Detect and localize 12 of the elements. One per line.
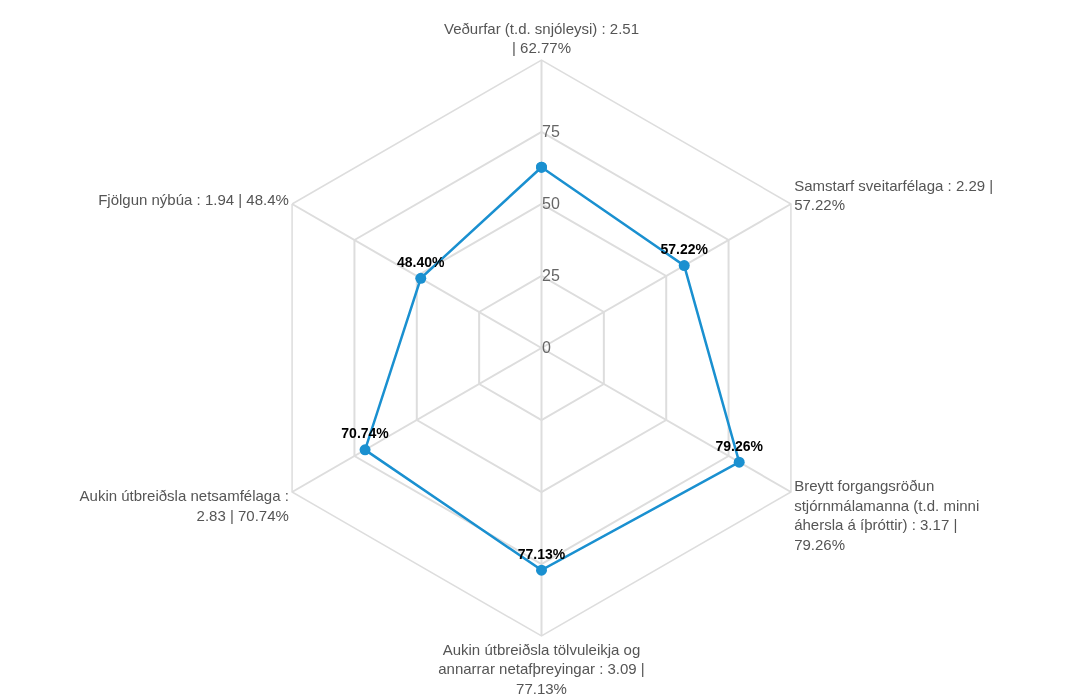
spoke-label: Veðurfar (t.d. snjóleysi) : 2.51 | 62.77%: [443, 19, 640, 57]
spoke-label: Samstarf sveitarfélaga : 2.29 | 57.22%: [794, 176, 994, 214]
spoke-label: Breytt forgangsröðun stjórnmálamanna (t.d. minni áhersla á íþróttir) : 3.17 | 79.26%: [794, 477, 980, 553]
y-tick-label: 0: [542, 339, 551, 357]
spoke-label: Aukin útbreiðsla netsamfélaga : 2.83 | 70.74%: [79, 487, 289, 524]
y-tick-label: 50: [542, 195, 560, 213]
spoke-label: Aukin útbreiðsla tölvuleikja og annarrar netafþreyingar : 3.09 | 77.13%: [438, 640, 645, 696]
data-label: 57.22%: [660, 241, 709, 258]
y-tick-label: 75: [542, 123, 560, 141]
data-label: 77.13%: [517, 545, 566, 562]
y-tick-label: 25: [542, 267, 560, 285]
spoke-label: Fjölgun nýbúa : 1.94 | 48.4%: [98, 191, 289, 209]
